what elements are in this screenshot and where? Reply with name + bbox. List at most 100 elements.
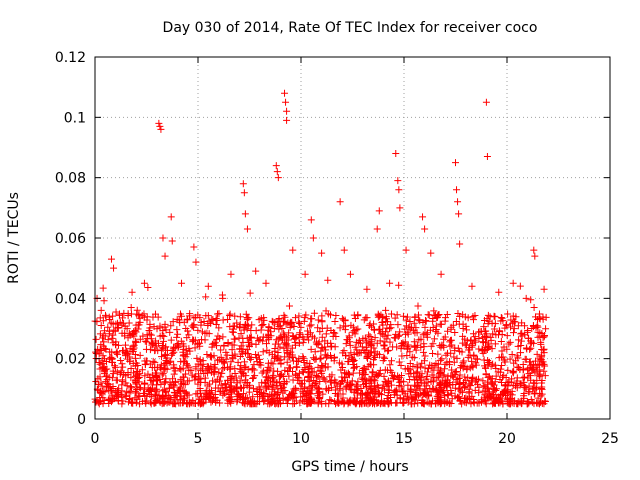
roti-band-point — [429, 350, 437, 358]
roti-band-point — [256, 385, 264, 393]
roti-point — [324, 276, 332, 284]
roti-band-point — [424, 368, 432, 376]
roti-band-point — [530, 303, 538, 311]
roti-band-point — [274, 400, 282, 408]
roti-band-point — [255, 336, 263, 344]
roti-band-point — [287, 318, 295, 326]
roti-band-point — [349, 328, 357, 336]
roti-point — [157, 125, 165, 133]
roti-band-point — [413, 375, 421, 383]
roti-band-point — [363, 377, 371, 385]
roti-band-point — [289, 332, 297, 340]
roti-band-point — [455, 393, 463, 401]
roti-band-point — [387, 394, 395, 402]
roti-band-point — [447, 325, 455, 333]
roti-band-point — [283, 348, 291, 356]
roti-band-point — [143, 331, 151, 339]
roti-band-point — [259, 348, 267, 356]
roti-band-point — [307, 364, 315, 372]
roti-band-point — [350, 364, 358, 372]
roti-band-point — [505, 378, 513, 386]
roti-band-point — [183, 391, 191, 399]
roti-band-point — [450, 358, 458, 366]
roti-band-point — [499, 353, 507, 361]
roti-point — [282, 98, 290, 106]
roti-band-point — [501, 387, 509, 395]
roti-band-point — [432, 386, 440, 394]
roti-band-point — [362, 394, 370, 402]
roti-point — [482, 98, 490, 106]
roti-point — [272, 162, 280, 170]
roti-band-point — [448, 389, 456, 397]
roti-band-point — [161, 365, 169, 373]
roti-band-point — [479, 377, 487, 385]
roti-band-point — [411, 313, 419, 321]
roti-band-point — [125, 395, 133, 403]
roti-band-point — [323, 324, 331, 332]
roti-band-point — [117, 367, 125, 375]
roti-band-point — [304, 330, 312, 338]
roti-band-point — [314, 341, 322, 349]
roti-band-point — [192, 365, 200, 373]
roti-band-point — [346, 341, 354, 349]
roti-band-point — [344, 358, 352, 366]
roti-band-point — [224, 339, 232, 347]
roti-band-point — [380, 341, 388, 349]
roti-band-point — [415, 382, 423, 390]
roti-band-point — [406, 348, 414, 356]
roti-band-point — [183, 361, 191, 369]
roti-band-point — [483, 332, 491, 340]
roti-band-point — [373, 381, 381, 389]
roti-band-point — [371, 334, 379, 342]
roti-band-point — [378, 384, 386, 392]
roti-band-point — [369, 389, 377, 397]
roti-band-point — [517, 337, 525, 345]
roti-band-point — [502, 321, 510, 329]
roti-point — [340, 246, 348, 254]
roti-band-point — [219, 333, 227, 341]
roti-band-point — [265, 349, 273, 357]
roti-band-point — [116, 318, 124, 326]
roti-band-point — [257, 361, 265, 369]
roti-band-point — [454, 309, 462, 317]
roti-band-point — [473, 399, 481, 407]
roti-band-point — [135, 392, 143, 400]
roti-band-point — [108, 348, 116, 356]
roti-band-point — [176, 310, 184, 318]
roti-band-point — [345, 371, 353, 379]
roti-band-point — [492, 331, 500, 339]
roti-band-point — [158, 353, 166, 361]
roti-point — [437, 270, 445, 278]
roti-band-point — [283, 358, 291, 366]
roti-band-point — [517, 341, 525, 349]
roti-band-point — [503, 332, 511, 340]
roti-band-point — [301, 366, 309, 374]
roti-band-point — [314, 399, 322, 407]
roti-band-point — [289, 388, 297, 396]
roti-band-point — [307, 383, 315, 391]
roti-band-point — [188, 322, 196, 330]
roti-band-point — [101, 311, 109, 319]
roti-band-point — [269, 373, 277, 381]
roti-point — [336, 198, 344, 206]
roti-band-point — [507, 316, 515, 324]
roti-band-point — [98, 390, 106, 398]
roti-band-point — [169, 349, 177, 357]
roti-band-point — [211, 391, 219, 399]
roti-band-point — [218, 357, 226, 365]
roti-band-point — [418, 399, 426, 407]
roti-band-point — [527, 296, 535, 304]
roti-band-point — [509, 368, 517, 376]
roti-band-point — [334, 392, 342, 400]
roti-band-point — [246, 334, 254, 342]
roti-band-point — [490, 312, 498, 320]
roti-band-point — [459, 362, 467, 370]
roti-band-point — [133, 371, 141, 379]
roti-band-point — [375, 312, 383, 320]
roti-band-point — [246, 400, 254, 408]
roti-band-point — [406, 317, 414, 325]
roti-point — [309, 234, 317, 242]
roti-band-point — [252, 327, 260, 335]
roti-band-point — [517, 380, 525, 388]
